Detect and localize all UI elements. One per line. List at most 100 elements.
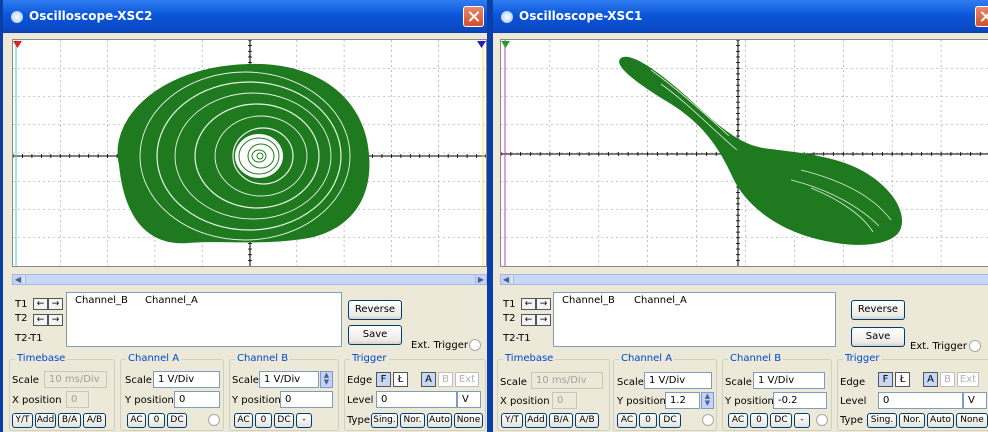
scrollbar-thumb[interactable] — [513, 275, 988, 284]
edge-rising-button[interactable]: F — [878, 372, 893, 387]
trigger-auto-button[interactable]: Auto — [927, 413, 954, 428]
trigger-type-label: Type — [840, 415, 863, 426]
title-bar[interactable]: Oscilloscope-XSC2 — [3, 0, 487, 33]
channel-b-scale-field[interactable]: 1 V/Div — [259, 371, 319, 388]
t1-right-button[interactable]: → — [536, 298, 551, 310]
x-position-field[interactable]: 0 — [552, 392, 577, 409]
trigger-source-a-button[interactable]: A — [421, 372, 436, 387]
reverse-button[interactable]: Reverse — [348, 300, 402, 320]
channel-b-ac-button[interactable]: AC — [728, 413, 748, 428]
channel-b-dc-button[interactable]: DC — [770, 413, 792, 428]
x-position-field[interactable]: 0 — [66, 391, 89, 408]
channel-b-ac-button[interactable]: AC — [234, 413, 253, 428]
edge-falling-button[interactable]: Ł — [393, 372, 408, 387]
channel-a-zero-button[interactable]: 0 — [639, 413, 657, 428]
close-button[interactable] — [975, 6, 988, 27]
channel-a-y-position-spinner-icon[interactable]: ▲ ▼ — [701, 392, 714, 409]
oscilloscope-screen[interactable] — [12, 39, 487, 267]
channel-a-y-position-field[interactable]: 0 — [174, 391, 220, 408]
title-bar[interactable]: Oscilloscope-XSC1 — [493, 0, 988, 33]
channel-b-scale-field[interactable]: 1 V/Div — [753, 372, 825, 389]
trigger-auto-button[interactable]: Auto — [427, 413, 452, 428]
channel-b-radio[interactable] — [816, 414, 828, 426]
timebase-scale-field[interactable]: 10 ms/Div — [44, 371, 107, 388]
t1-right-button[interactable]: → — [48, 298, 63, 310]
channel-b-y-position-field[interactable]: -0.2 — [773, 392, 827, 409]
trace-core — [235, 134, 283, 178]
channel-b-zero-button[interactable]: 0 — [750, 413, 768, 428]
trigger-source-ext-button[interactable]: Ext — [957, 372, 979, 387]
channel-a-label: Channel A — [619, 353, 675, 364]
cursor-t1-marker[interactable] — [13, 41, 22, 48]
horizontal-scrollbar[interactable]: ◀ — [500, 274, 988, 285]
trigger-single-button[interactable]: Sing. — [371, 413, 398, 428]
channel-b-scale-spinner-icon[interactable]: ▲ ▼ — [320, 371, 333, 388]
trigger-level-unit[interactable]: V — [457, 391, 481, 408]
channel-a-scale-field[interactable]: 1 V/Div — [153, 371, 220, 388]
channel-b-invert-button[interactable]: - — [296, 413, 312, 428]
trigger-edge-label: Edge — [347, 375, 373, 386]
scroll-right-icon[interactable]: ▶ — [476, 275, 486, 284]
mode-ba-button[interactable]: B/A — [549, 413, 573, 428]
t2-left-button[interactable]: ← — [521, 314, 536, 326]
trigger-source-b-button[interactable]: B — [438, 372, 453, 387]
trigger-edge-label: Edge — [840, 377, 866, 388]
mode-ab-button[interactable]: A/B — [83, 413, 106, 428]
trigger-level-unit[interactable]: V — [963, 392, 987, 409]
trigger-source-a-button[interactable]: A — [923, 372, 938, 387]
channel-b-dc-button[interactable]: DC — [274, 413, 294, 428]
edge-rising-button[interactable]: F — [376, 372, 391, 387]
t2-right-button[interactable]: → — [536, 314, 551, 326]
save-button[interactable]: Save — [348, 325, 402, 345]
close-button[interactable] — [463, 6, 484, 27]
trigger-level-label: Level — [347, 395, 374, 406]
trigger-level-field[interactable]: 0 — [376, 391, 457, 408]
channel-a-ac-button[interactable]: AC — [617, 413, 637, 428]
t1-left-button[interactable]: ← — [521, 298, 536, 310]
mode-add-button[interactable]: Add — [525, 413, 547, 428]
channel-a-dc-button[interactable]: DC — [659, 413, 681, 428]
mode-yt-button[interactable]: Y/T — [12, 413, 33, 428]
horizontal-scrollbar[interactable]: ◀ ▶ — [12, 274, 487, 285]
trigger-source-b-button[interactable]: B — [940, 372, 955, 387]
channel-a-ac-button[interactable]: AC — [127, 413, 146, 428]
channel-a-y-position-field[interactable]: 1.2 — [665, 392, 700, 409]
save-button[interactable]: Save — [851, 327, 905, 347]
channel-a-radio[interactable] — [702, 414, 714, 426]
cursor-t2-marker[interactable] — [477, 41, 486, 48]
channel-b-y-position-field[interactable]: 0 — [280, 391, 333, 408]
cursor-t1-marker[interactable] — [501, 41, 510, 48]
channel-a-zero-button[interactable]: 0 — [148, 413, 165, 428]
channel-b-invert-button[interactable]: - — [794, 413, 810, 428]
channel-a-dc-button[interactable]: DC — [167, 413, 187, 428]
oscilloscope-screen[interactable] — [500, 39, 988, 267]
channel-a-scale-field[interactable]: 1 V/Div — [644, 372, 712, 389]
trigger-label: Trigger — [350, 353, 389, 364]
trigger-none-button[interactable]: None — [956, 413, 988, 428]
ext-trigger-radio[interactable] — [969, 340, 981, 352]
trigger-normal-button[interactable]: Nor. — [899, 413, 925, 428]
trigger-source-ext-button[interactable]: Ext — [455, 372, 479, 387]
scroll-left-icon[interactable]: ◀ — [13, 275, 23, 284]
t2-left-button[interactable]: ← — [33, 314, 48, 326]
mode-yt-button[interactable]: Y/T — [501, 413, 523, 428]
edge-falling-button[interactable]: Ł — [895, 372, 910, 387]
trigger-single-button[interactable]: Sing. — [867, 413, 897, 428]
timebase-scale-field[interactable]: 10 ms/Div — [531, 372, 603, 389]
reverse-button[interactable]: Reverse — [851, 300, 905, 320]
t2-label: T2 — [15, 313, 28, 324]
mode-ab-button[interactable]: A/B — [575, 413, 599, 428]
t2-right-button[interactable]: → — [48, 314, 63, 326]
ext-trigger-radio[interactable] — [469, 339, 481, 351]
mode-add-button[interactable]: Add — [35, 413, 56, 428]
channel-a-radio[interactable] — [208, 414, 220, 426]
channel-b-zero-button[interactable]: 0 — [255, 413, 272, 428]
scrollbar-thumb[interactable] — [25, 275, 476, 284]
trigger-level-field[interactable]: 0 — [878, 392, 963, 409]
t1-left-button[interactable]: ← — [33, 298, 48, 310]
scroll-left-icon[interactable]: ◀ — [501, 275, 511, 284]
trigger-none-button[interactable]: None — [454, 413, 483, 428]
timebase-scale-label: Scale — [500, 377, 527, 388]
mode-ba-button[interactable]: B/A — [58, 413, 81, 428]
trigger-normal-button[interactable]: Nor. — [400, 413, 425, 428]
